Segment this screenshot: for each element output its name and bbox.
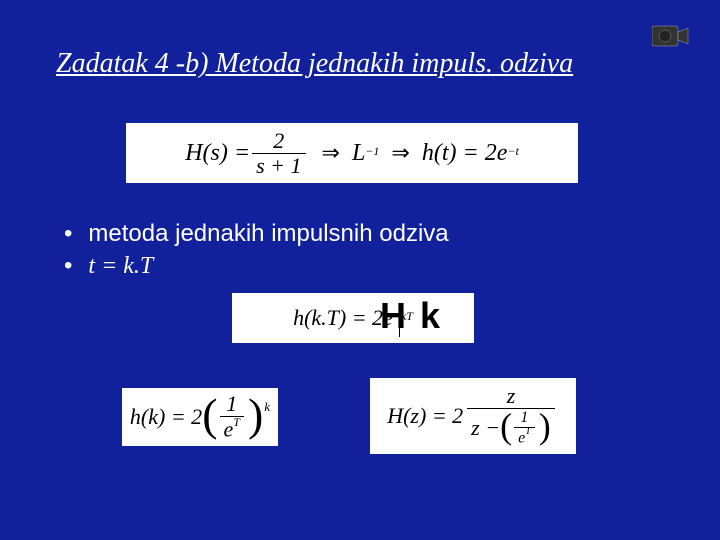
- f4-lhs: H(z) = 2: [387, 403, 463, 429]
- f3-den-pre: e: [224, 417, 234, 442]
- f2-lhs: h(k.T) = 2e: [293, 305, 393, 331]
- f1-lhs: H(s) =: [185, 140, 250, 167]
- f3-exp: k: [264, 399, 270, 415]
- f3-num: 1: [222, 393, 241, 415]
- bullet-2-text: t = k.T: [88, 250, 153, 282]
- f1-rhs-sup: −t: [507, 144, 518, 159]
- formula-hk: h(k) = 2 ( 1 eT ) k: [122, 388, 278, 446]
- overlay-hk: H k: [380, 295, 442, 337]
- bullet-1-text: metoda jednakih impulsnih odziva: [88, 218, 448, 250]
- list-item: • metoda jednakih impulsnih odziva: [64, 218, 449, 250]
- f4-inner-den-sup: T: [525, 426, 531, 437]
- bullet-list: • metoda jednakih impulsnih odziva • t =…: [64, 218, 449, 282]
- f1-rhs: h(t) = 2e: [422, 140, 508, 167]
- f4-inner-num: 1: [516, 410, 532, 426]
- arrow-icon: ⇒: [391, 140, 409, 166]
- formula-transfer-function: H(s) = 2 s + 1 ⇒ L−1 ⇒ h(t) = 2e−t: [126, 123, 578, 183]
- camera-icon: [652, 24, 690, 48]
- f3-den-sup: T: [233, 415, 240, 429]
- f4-bot-pre: z −: [471, 417, 500, 439]
- arrow-icon: ⇒: [322, 140, 340, 166]
- slide-title: Zadatak 4 -b) Metoda jednakih impuls. od…: [56, 48, 573, 80]
- formula-Hz: H(z) = 2 z z − ( 1 eT ): [370, 378, 576, 454]
- list-item: • t = k.T: [64, 250, 449, 282]
- f1-Lsup: −1: [365, 144, 379, 159]
- f1-L: L: [352, 140, 365, 167]
- f4-top: z: [503, 385, 520, 407]
- f1-num: 2: [269, 130, 288, 152]
- f3-lhs: h(k) = 2: [130, 404, 202, 430]
- f1-den: s + 1: [252, 155, 305, 177]
